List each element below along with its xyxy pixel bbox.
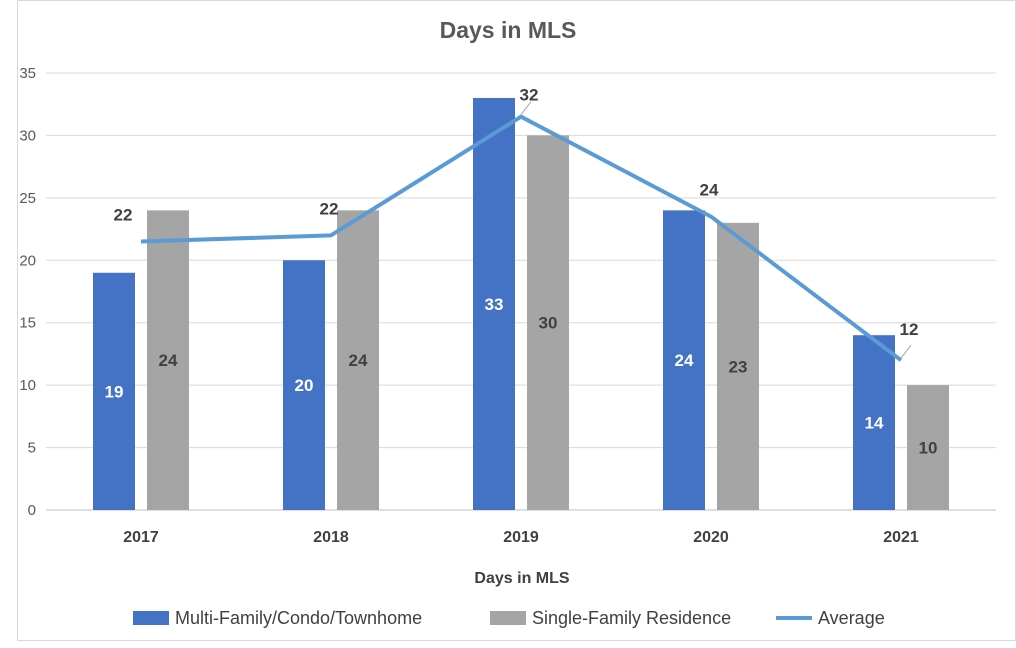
bar-data-label: 24 [349, 351, 368, 370]
series-line-average [140, 114, 903, 362]
bar-single-family [907, 385, 949, 510]
bar-data-label: 23 [729, 357, 748, 376]
legend: Multi-Family/Condo/Townhome Single-Family… [133, 608, 885, 628]
x-tick-label: 2018 [313, 529, 349, 546]
bar-data-label: 20 [295, 376, 314, 395]
x-tick-label: 2019 [503, 529, 539, 546]
bar-data-label: 30 [539, 314, 558, 333]
bar-data-label: 14 [865, 414, 884, 433]
average-line [140, 114, 903, 362]
x-axis-title: Days in MLS [474, 570, 569, 587]
legend-swatch [490, 611, 526, 625]
x-tick-label: 2020 [693, 529, 729, 546]
y-tick-label: 15 [19, 315, 36, 332]
legend-label: Single-Family Residence [532, 608, 731, 628]
chart-title: Days in MLS [440, 17, 577, 43]
y-axis-ticks: 0 5 10 15 20 25 30 35 [19, 65, 36, 519]
bar-multi-family [473, 97, 515, 510]
line-data-label: 22 [114, 206, 133, 225]
bar-single-family [147, 210, 189, 511]
bar-multi-family [283, 260, 325, 510]
data-labels: 19 24 20 24 33 30 24 23 14 10 22 22 32 24 12 [105, 86, 938, 458]
x-tick-label: 2017 [123, 529, 159, 546]
bar-data-label: 24 [675, 351, 694, 370]
bar-multi-family [853, 335, 895, 510]
legend-label: Multi-Family/Condo/Townhome [175, 608, 422, 628]
gridlines [46, 72, 996, 511]
legend-label: Average [818, 608, 885, 628]
line-data-label: 24 [700, 181, 719, 200]
x-axis-categories: 2017 2018 2019 2020 2021 [123, 529, 919, 546]
bar-single-family [527, 135, 569, 510]
line-data-label: 32 [520, 86, 539, 105]
legend-swatch [133, 611, 169, 625]
bar-data-label: 24 [159, 351, 178, 370]
bar-data-label: 33 [485, 295, 504, 314]
bar-multi-family [663, 210, 705, 511]
leader-line [900, 344, 912, 359]
y-tick-label: 5 [28, 440, 36, 457]
x-tick-label: 2021 [883, 529, 919, 546]
bar-data-label: 10 [919, 439, 938, 458]
y-tick-label: 10 [19, 377, 36, 394]
y-tick-label: 25 [19, 190, 36, 207]
leader-line [520, 101, 532, 116]
bars [93, 97, 949, 511]
bar-single-family [337, 210, 379, 511]
line-data-label: 22 [320, 199, 339, 218]
y-tick-label: 30 [19, 127, 36, 144]
y-tick-label: 20 [19, 252, 36, 269]
line-data-label: 12 [900, 320, 919, 339]
y-tick-label: 0 [28, 502, 36, 519]
y-tick-label: 35 [19, 65, 36, 82]
bar-multi-family [93, 272, 135, 510]
bar-data-label: 19 [105, 382, 124, 401]
bar-single-family [717, 222, 759, 511]
